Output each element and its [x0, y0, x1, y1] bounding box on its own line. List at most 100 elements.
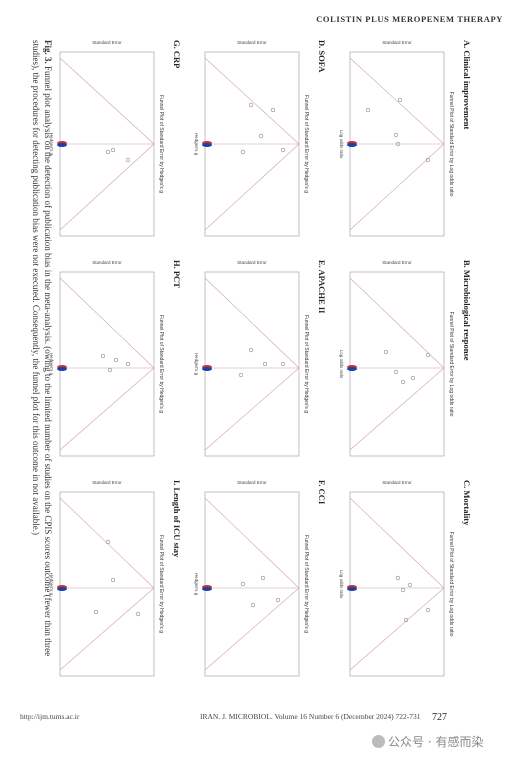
- panel-d: D. SOFA Funnel Plot of Standard Error by…: [187, 40, 327, 240]
- x-axis-title: Log odds ratio: [339, 350, 344, 379]
- funnel-right: [349, 367, 445, 451]
- panel-b: B. Microbiological response Funnel Plot …: [332, 260, 472, 460]
- x-axis-title: Hedges's g: [49, 353, 54, 376]
- plot-frame: [59, 271, 155, 457]
- study-point: [100, 353, 106, 359]
- x-axis-title: Hedges's g: [194, 353, 199, 376]
- funnel-plot: Funnel Plot of Standard Error by Log odd…: [339, 260, 454, 457]
- study-point: [248, 347, 254, 353]
- diamond-blue: [347, 143, 357, 147]
- y-axis-title: Standard Error: [237, 480, 267, 485]
- x-axis-title: Hedges's g: [49, 573, 54, 596]
- funnel-right: [59, 367, 155, 451]
- y-axis-title: Standard Error: [92, 40, 122, 45]
- figure-caption: Fig. 3. Funnel plot analysis on the dete…: [30, 40, 54, 680]
- study-point: [383, 349, 389, 355]
- study-point: [410, 375, 416, 381]
- diamond-blue: [202, 367, 212, 371]
- x-axis-title: Log odds ratio: [339, 570, 344, 599]
- x-axis-title: Log odds ratio: [339, 130, 344, 159]
- panel-title: G. CRP: [172, 40, 182, 69]
- funnel-plot: Funnel Plot of Standard Error by Log odd…: [339, 480, 454, 677]
- panel-title: E. APACHE II: [317, 260, 327, 314]
- panel-title: C. Mortality: [462, 480, 472, 526]
- diamond-blue: [347, 367, 357, 371]
- panel-title: F. CCI: [317, 480, 327, 505]
- funnel-right: [59, 143, 155, 231]
- study-point: [425, 607, 431, 613]
- funnel-right: [349, 143, 445, 231]
- watermark: 公众号 · 有感而染: [372, 733, 483, 750]
- plot-frame: [59, 491, 155, 677]
- funnel-right: [349, 587, 445, 671]
- x-axis-title: Hedges's g: [194, 133, 199, 156]
- study-point: [93, 609, 99, 615]
- plot-heading: Funnel Plot of Standard Error by Hedges'…: [158, 535, 164, 633]
- funnel-left: [349, 57, 445, 145]
- study-point: [403, 617, 409, 623]
- panel-c: C. Mortality Funnel Plot of Standard Err…: [332, 480, 472, 680]
- study-point: [365, 107, 371, 113]
- study-point: [250, 602, 256, 608]
- study-point: [110, 147, 116, 153]
- x-axis-title: Hedges's g: [49, 133, 54, 156]
- funnel-right: [204, 367, 300, 451]
- funnel-left: [204, 277, 300, 369]
- plot-heading: Funnel Plot of Standard Error by Log odd…: [448, 312, 454, 417]
- y-axis-title: Standard Error: [382, 40, 412, 45]
- study-point: [280, 361, 286, 367]
- funnel-plot: Funnel Plot of Standard Error by Hedges'…: [194, 480, 309, 677]
- study-point: [113, 357, 119, 363]
- study-point: [248, 102, 254, 108]
- funnel-left: [59, 497, 155, 589]
- study-point: [395, 575, 401, 581]
- panel-title: D. SOFA: [317, 40, 327, 73]
- diamond-blue: [57, 587, 67, 591]
- funnel-plot: Funnel Plot of Standard Error by Hedges'…: [49, 480, 164, 677]
- study-point: [425, 352, 431, 358]
- funnel-left: [204, 57, 300, 145]
- study-point: [135, 611, 141, 617]
- panel-e: E. APACHE II Funnel Plot of Standard Err…: [187, 260, 327, 460]
- study-point: [105, 149, 111, 155]
- study-point: [397, 97, 403, 103]
- footer-url[interactable]: http://ijm.tums.ac.ir: [20, 712, 80, 721]
- page-number: 727: [432, 712, 447, 723]
- funnel-plot: Funnel Plot of Standard Error by Hedges'…: [49, 260, 164, 457]
- study-point: [260, 575, 266, 581]
- diamond-blue: [57, 143, 67, 147]
- y-axis-title: Standard Error: [382, 260, 412, 265]
- funnel-right: [204, 587, 300, 671]
- figure-area: A. Clinical improvement Funnel Plot of S…: [27, 40, 472, 680]
- footer-journal: IRAN. J. MICROBIOL. Volume 16 Number 6 (…: [200, 712, 421, 721]
- plot-heading: Funnel Plot of Standard Error by Hedges'…: [303, 95, 309, 193]
- funnel-left: [59, 57, 155, 145]
- panel-g: G. CRP Funnel Plot of Standard Error by …: [42, 40, 182, 240]
- study-point: [425, 157, 431, 163]
- running-head: COLISTIN PLUS MEROPENEM THERAPY: [316, 14, 503, 24]
- panel-title: H. PCT: [172, 260, 182, 288]
- funnel-plot: Funnel Plot of Standard Error by Log odd…: [339, 40, 454, 237]
- funnel-plot: Funnel Plot of Standard Error by Hedges'…: [194, 260, 309, 457]
- panel-title: I. Length of ICU stay: [172, 480, 182, 558]
- plot-frame: [349, 271, 445, 457]
- study-point: [393, 369, 399, 375]
- diamond-blue: [202, 143, 212, 147]
- funnel-left: [204, 497, 300, 589]
- study-point: [400, 379, 406, 385]
- plot-frame: [204, 491, 300, 677]
- diamond-blue: [57, 367, 67, 371]
- caption-text: Funnel plot analysis on the detection of…: [31, 40, 53, 657]
- panel-a: A. Clinical improvement Funnel Plot of S…: [332, 40, 472, 240]
- study-point: [270, 107, 276, 113]
- study-point: [393, 132, 399, 138]
- y-axis-title: Standard Error: [382, 480, 412, 485]
- plot-heading: Funnel Plot of Standard Error by Log odd…: [448, 92, 454, 197]
- plot-frame: [204, 271, 300, 457]
- study-point: [125, 157, 131, 163]
- study-point: [240, 149, 246, 155]
- study-point: [240, 581, 246, 587]
- study-point: [280, 147, 286, 153]
- study-point: [258, 133, 264, 139]
